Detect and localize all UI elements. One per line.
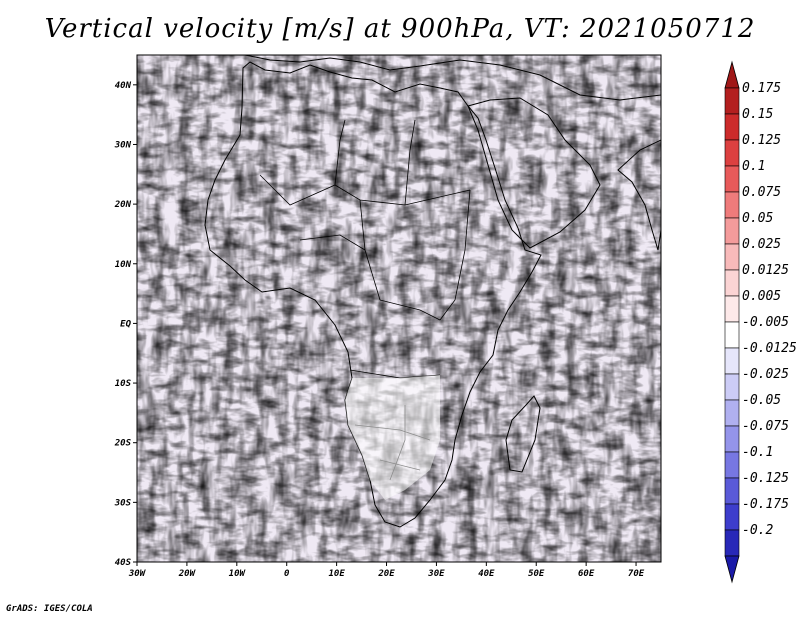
colorbar-label: -0.125 xyxy=(742,471,789,486)
footer-credit: GrADS: IGES/COLA xyxy=(6,604,93,614)
arabia-coastline xyxy=(467,97,601,249)
map-frame xyxy=(136,54,662,563)
colorbar-bottom-arrow xyxy=(724,555,740,584)
colorbar-swatch xyxy=(724,243,740,271)
colorbar-label: -0.0125 xyxy=(742,341,797,356)
colorbar-swatch xyxy=(724,217,740,245)
colorbar-label: 0.025 xyxy=(742,237,781,252)
lon-tick-label: 10W xyxy=(229,569,247,579)
colorbar-label: -0.025 xyxy=(742,367,789,382)
south-africa-interior xyxy=(345,375,440,500)
india-coastline xyxy=(617,139,661,251)
colorbar-label: 0.125 xyxy=(742,133,781,148)
lat-tick-label: 30S xyxy=(114,498,132,508)
lon-tick-label: 30E xyxy=(427,569,445,579)
lat-tick-label: 40S xyxy=(115,558,132,568)
europe-coastline xyxy=(244,55,661,101)
colorbar-swatch xyxy=(724,165,740,193)
lon-tick-label: 70E xyxy=(628,569,645,579)
colorbar-label: -0.175 xyxy=(742,497,789,512)
lat-tick-label: 20S xyxy=(114,439,132,449)
colorbar-label: -0.075 xyxy=(742,419,789,434)
lat-tick-label: 10S xyxy=(115,379,132,389)
colorbar-label: -0.005 xyxy=(742,315,789,330)
colorbar-label: -0.1 xyxy=(742,445,773,460)
colorbar-top-arrow xyxy=(724,60,740,89)
colorbar-label: 0.1 xyxy=(742,159,765,174)
colorbar-label: 0.005 xyxy=(742,289,781,304)
chart-title: Vertical velocity [m/s] at 900hPa, VT: 2… xyxy=(44,14,756,44)
latitude-axis: 40N 30N 20N 10N EQ 10S 20S 30S 40S xyxy=(114,81,137,568)
colorbar-swatch xyxy=(724,451,740,479)
lon-tick-label: 50E xyxy=(528,569,545,579)
map-plot-area xyxy=(137,55,661,562)
lat-tick-label: 20N xyxy=(114,200,132,210)
lon-tick-label: 10E xyxy=(328,569,345,579)
colorbar-label: 0.0125 xyxy=(742,263,789,278)
colorbar-label: 0.075 xyxy=(742,185,781,200)
colorbar-swatch xyxy=(724,113,740,141)
colorbar-label: -0.05 xyxy=(742,393,781,408)
colorbar-swatch xyxy=(724,87,740,115)
colorbar-swatch xyxy=(724,191,740,219)
colorbar-swatch xyxy=(724,373,740,401)
lon-tick-label: 40E xyxy=(478,569,495,579)
colorbar-swatch xyxy=(724,425,740,453)
colorbar-label: 0.05 xyxy=(742,211,773,226)
madagascar-coastline xyxy=(505,395,541,473)
colorbar-swatch xyxy=(724,529,740,557)
colorbar-label: 0.15 xyxy=(742,107,773,122)
lat-tick-label: 30N xyxy=(114,140,132,150)
lon-tick-label: 60E xyxy=(578,569,595,579)
colorbar-swatch xyxy=(724,347,740,375)
lon-tick-label: 20E xyxy=(377,569,395,579)
colorbar-swatch xyxy=(724,477,740,505)
lat-tick-label: 10N xyxy=(115,260,132,270)
colorbar-swatch xyxy=(724,269,740,297)
lon-tick-label: 30W xyxy=(128,569,147,579)
longitude-axis: 30W 20W 10W 0 10E 20E 30E 40E 50E 60E 70E xyxy=(128,562,645,579)
colorbar-swatch xyxy=(724,503,740,531)
lat-tick-label: 40N xyxy=(115,81,132,91)
colorbar: 0.175 0.15 0.125 0.1 0.075 0.05 0.025 0.0125 0.0… xyxy=(724,60,797,584)
colorbar-swatch xyxy=(724,139,740,167)
colorbar-swatch xyxy=(724,321,740,349)
colorbar-swatch xyxy=(724,295,740,323)
colorbar-swatch xyxy=(724,399,740,427)
africa-coastline xyxy=(204,61,542,528)
lon-tick-label: 20W xyxy=(178,569,197,579)
lat-tick-label: EQ xyxy=(120,319,131,329)
lon-tick-label: 0 xyxy=(284,569,290,579)
colorbar-label: 0.175 xyxy=(742,81,781,96)
colorbar-label: -0.2 xyxy=(742,523,773,538)
